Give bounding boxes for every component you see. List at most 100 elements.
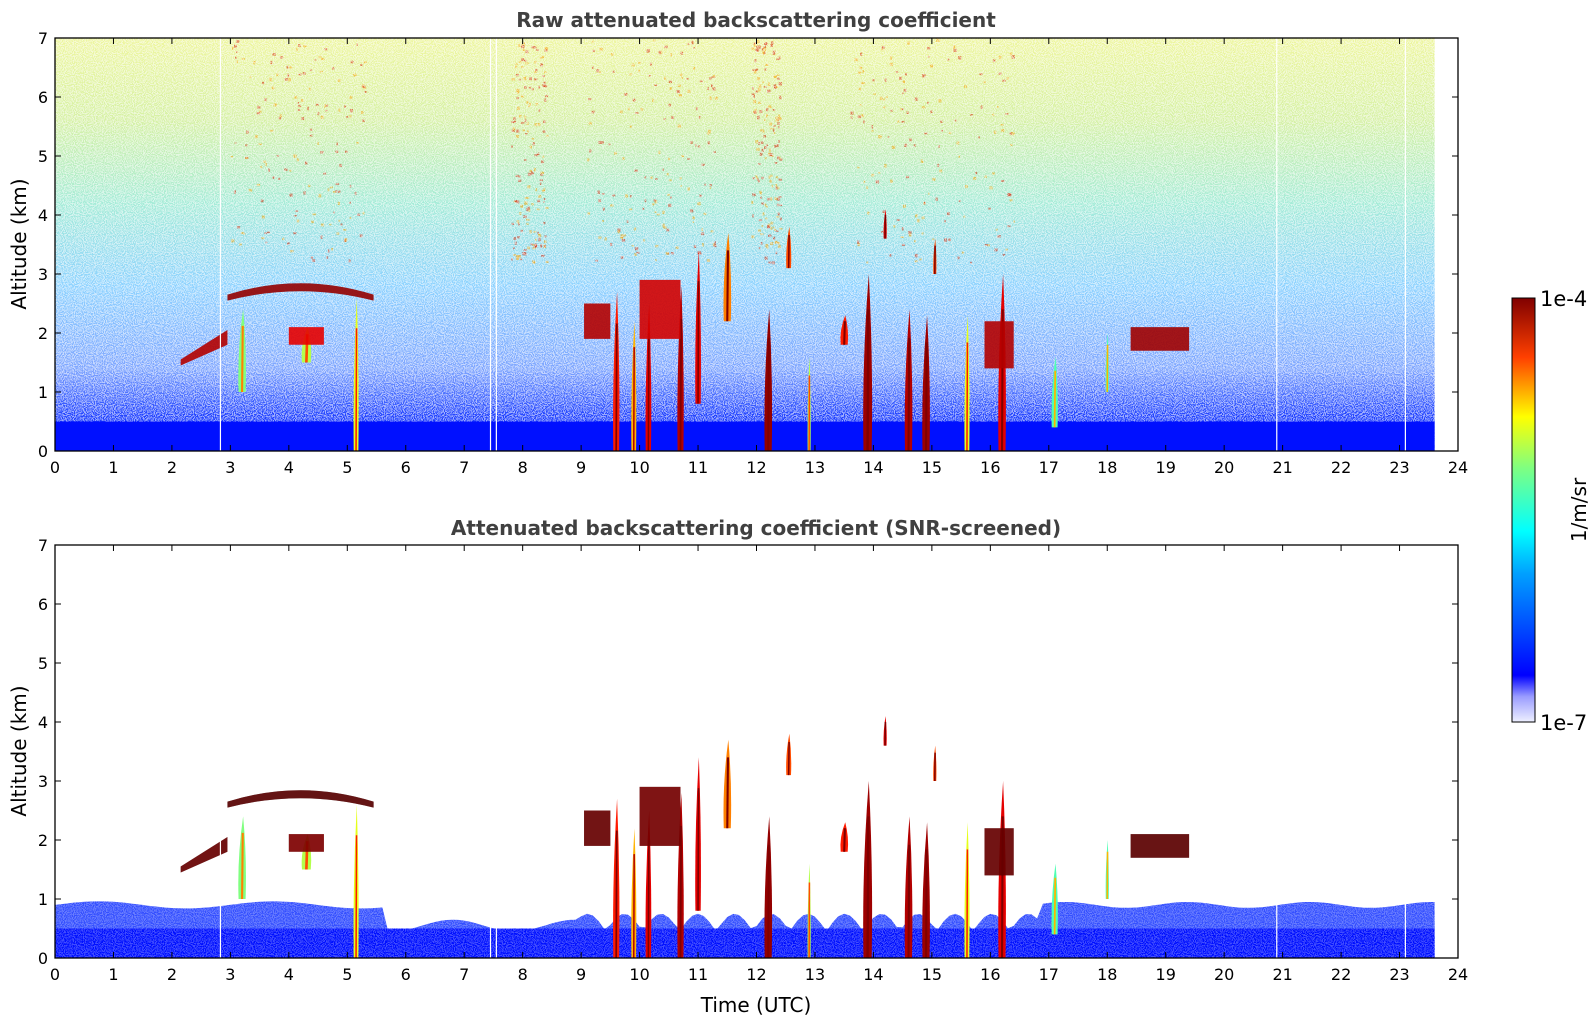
panel-title: Attenuated backscattering coefficient (S… (451, 516, 1061, 540)
x-tick-label: 21 (1272, 965, 1292, 984)
raw-backscatter-panel: Raw attenuated backscattering coefficien… (7, 8, 1468, 477)
x-tick-label: 15 (922, 458, 942, 477)
colorbar-gradient (1511, 297, 1536, 723)
x-tick-label: 11 (688, 458, 708, 477)
x-tick-label: 2 (167, 458, 177, 477)
x-tick-label: 6 (401, 458, 411, 477)
y-tick-label: 2 (38, 831, 48, 850)
y-ticks: 0 1 2 3 4 5 6 7 (38, 536, 1458, 968)
cloud-layer (180, 837, 228, 873)
x-tick-label: 2 (167, 965, 177, 984)
x-tick-label: 21 (1272, 458, 1292, 477)
x-tick-label: 16 (980, 965, 1000, 984)
x-tick-label: 15 (922, 965, 942, 984)
x-tick-label: 5 (342, 965, 352, 984)
cloud-layers (180, 786, 1190, 876)
y-tick-label: 1 (38, 383, 48, 402)
y-tick-label: 0 (38, 949, 48, 968)
x-tick-label: 18 (1097, 458, 1117, 477)
x-tick-label: 8 (518, 965, 528, 984)
plot-area (55, 38, 1435, 451)
x-tick-label: 7 (459, 458, 469, 477)
x-tick-label: 3 (225, 965, 235, 984)
y-axis-label: Altitude (km) (7, 178, 31, 309)
x-tick-label: 5 (342, 458, 352, 477)
x-tick-label: 10 (629, 458, 649, 477)
x-tick-label: 20 (1214, 965, 1234, 984)
x-tick-label: 4 (284, 965, 294, 984)
y-ticks: 0 1 2 3 4 5 6 7 (38, 29, 1458, 461)
x-tick-label: 22 (1331, 965, 1351, 984)
x-tick-label: 11 (688, 965, 708, 984)
x-tick-label: 18 (1097, 965, 1117, 984)
x-tick-label: 4 (284, 458, 294, 477)
x-tick-label: 17 (1039, 458, 1059, 477)
cloud-layer (584, 303, 611, 339)
cloud-plumes (238, 716, 1109, 958)
x-tick-label: 3 (225, 458, 235, 477)
x-tick-label: 0 (50, 458, 60, 477)
y-tick-label: 1 (38, 890, 48, 909)
x-tick-label: 10 (629, 965, 649, 984)
cloud-layer (584, 810, 611, 846)
x-tick-label: 12 (746, 965, 766, 984)
x-axis-label: Time (UTC) (700, 993, 812, 1017)
cloud-layer (1130, 327, 1190, 351)
x-tick-label: 13 (805, 965, 825, 984)
x-tick-label: 13 (805, 458, 825, 477)
y-tick-label: 2 (38, 324, 48, 343)
x-tick-label: 12 (746, 458, 766, 477)
x-tick-label: 23 (1389, 965, 1409, 984)
x-tick-label: 7 (459, 965, 469, 984)
x-tick-label: 1 (108, 965, 118, 984)
cloud-layer (1130, 834, 1190, 858)
cloud-layer (180, 330, 228, 366)
y-tick-label: 5 (38, 147, 48, 166)
y-tick-label: 5 (38, 654, 48, 673)
y-tick-label: 4 (38, 713, 48, 732)
cloud-layer (288, 834, 324, 852)
x-tick-label: 14 (863, 965, 883, 984)
x-tick-label: 6 (401, 965, 411, 984)
y-tick-label: 7 (38, 29, 48, 48)
x-tick-label: 17 (1039, 965, 1059, 984)
x-tick-label: 1 (108, 458, 118, 477)
x-tick-label: 0 (50, 965, 60, 984)
colorbar: 1e-4 1e-7 1/m/sr (1511, 287, 1591, 735)
x-ticks: 0 1 2 3 4 5 6 7 8 9 10 11 12 13 14 15 16 17 18 19 20 21 22 23 24 (50, 545, 1468, 984)
cloud-layer (639, 786, 681, 846)
panel-title: Raw attenuated backscattering coefficien… (516, 8, 996, 32)
y-tick-label: 4 (38, 206, 48, 225)
x-tick-label: 19 (1156, 458, 1176, 477)
x-tick-label: 9 (576, 458, 586, 477)
boundary-layer (55, 545, 1435, 958)
cloud-plumes (238, 209, 1109, 451)
x-tick-label: 24 (1448, 965, 1468, 984)
cloud-layer (984, 828, 1014, 876)
x-tick-label: 16 (980, 458, 1000, 477)
x-tick-label: 24 (1448, 458, 1468, 477)
plot-area (55, 545, 1435, 958)
colorbar-label: 1/m/sr (1567, 477, 1591, 542)
y-tick-label: 6 (38, 88, 48, 107)
y-axis-label: Altitude (km) (7, 685, 31, 816)
y-tick-label: 3 (38, 265, 48, 284)
x-ticks: 0 1 2 3 4 5 6 7 8 9 10 11 12 13 14 15 16 17 18 19 20 21 22 23 24 (50, 38, 1468, 477)
x-tick-label: 19 (1156, 965, 1176, 984)
x-tick-label: 14 (863, 458, 883, 477)
cloud-layer (639, 279, 681, 339)
y-tick-label: 3 (38, 772, 48, 791)
colorbar-min-label: 1e-7 (1540, 711, 1587, 735)
x-tick-label: 22 (1331, 458, 1351, 477)
x-tick-label: 20 (1214, 458, 1234, 477)
x-tick-label: 23 (1389, 458, 1409, 477)
x-tick-label: 9 (576, 965, 586, 984)
x-tick-label: 8 (518, 458, 528, 477)
y-tick-label: 6 (38, 595, 48, 614)
surface-layer (55, 421, 1435, 451)
cloud-layer (227, 283, 374, 301)
cloud-layer (227, 790, 374, 808)
snr-screened-panel: Attenuated backscattering coefficient (S… (7, 516, 1468, 1017)
colorbar-max-label: 1e-4 (1540, 287, 1587, 311)
